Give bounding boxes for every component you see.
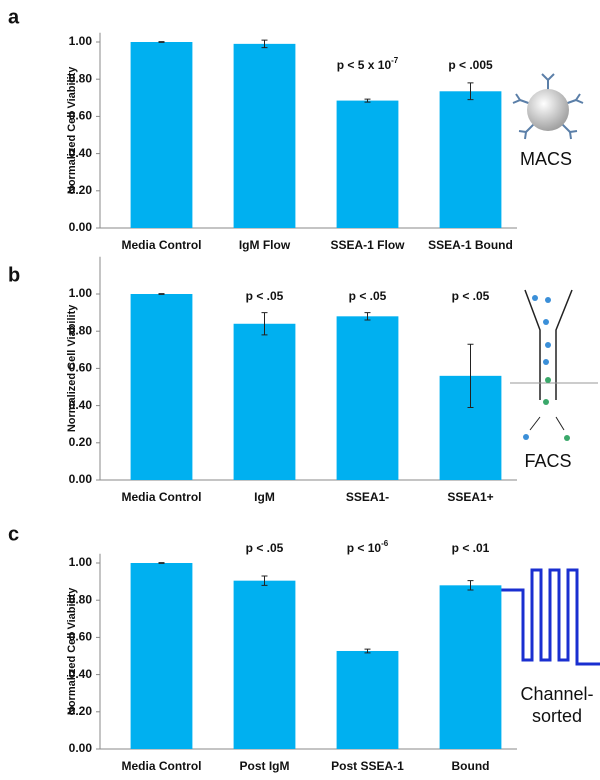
y-tick-label: 1.00 — [69, 34, 93, 48]
annotation: p < 5 x 10-7 — [337, 56, 399, 72]
annotation-text: p < .05 — [452, 289, 490, 303]
x-tick-label: SSEA1- — [346, 490, 389, 504]
annotation-sup: -7 — [391, 56, 399, 65]
annotation: p < 10-6 — [347, 539, 389, 555]
icon-label: MACS — [520, 149, 572, 169]
y-tick-label: 0.40 — [69, 667, 93, 681]
annotation: p < .05 — [246, 541, 284, 555]
x-tick-label: IgM — [254, 490, 275, 504]
x-tick-label: SSEA-1 Bound — [428, 238, 513, 252]
annotation-text: p < 10 — [347, 541, 382, 555]
annotation: p < .05 — [452, 289, 490, 303]
facs-icon — [510, 290, 598, 441]
x-tick-label: Media Control — [122, 238, 202, 252]
x-tick-label: Post IgM — [240, 759, 290, 773]
panel-label: a — [8, 6, 20, 28]
y-tick-label: 1.00 — [69, 555, 93, 569]
y-tick-label: 0.00 — [69, 472, 93, 486]
error-bar — [159, 563, 165, 564]
x-tick-label: Bound — [452, 759, 490, 773]
y-tick-label: 1.00 — [69, 286, 93, 300]
annotation: p < .05 — [349, 289, 387, 303]
annotation: p < .005 — [448, 58, 493, 72]
bar — [131, 294, 193, 480]
channel-icon — [497, 570, 600, 664]
annotation-text: p < .05 — [246, 541, 284, 555]
y-tick-label: 0.60 — [69, 630, 93, 644]
annotation-text: p < .005 — [448, 58, 493, 72]
bar — [131, 42, 193, 228]
annotation-text: p < .01 — [452, 541, 490, 555]
bar — [234, 324, 296, 480]
macs-bead — [527, 89, 569, 131]
bar — [440, 585, 502, 749]
x-tick-label: IgM Flow — [239, 238, 291, 252]
y-tick-label: 0.40 — [69, 146, 93, 160]
icon-label: sorted — [532, 706, 582, 726]
x-tick-label: Media Control — [122, 759, 202, 773]
panel-label: c — [8, 523, 19, 545]
bar — [337, 101, 399, 228]
y-tick-label: 0.60 — [69, 109, 93, 123]
x-tick-label: SSEA1+ — [447, 490, 493, 504]
y-tick-label: 0.00 — [69, 220, 93, 234]
icon-label: FACS — [524, 451, 571, 471]
y-tick-label: 0.80 — [69, 592, 93, 606]
panel-label: b — [8, 264, 20, 286]
bar — [234, 581, 296, 749]
icon-label: Channel- — [520, 684, 593, 704]
bar — [440, 91, 502, 228]
error-bar — [159, 42, 165, 43]
annotation: p < .01 — [452, 541, 490, 555]
annotation-text: p < .05 — [246, 289, 284, 303]
y-tick-label: 0.80 — [69, 71, 93, 85]
annotation-text: p < .05 — [349, 289, 387, 303]
y-tick-label: 0.00 — [69, 741, 93, 755]
y-tick-label: 0.20 — [69, 183, 93, 197]
error-bar — [159, 294, 165, 295]
y-tick-label: 0.80 — [69, 323, 93, 337]
bar — [337, 316, 399, 480]
annotation-text: p < 5 x 10 — [337, 58, 392, 72]
y-tick-label: 0.20 — [69, 704, 93, 718]
x-tick-label: SSEA-1 Flow — [330, 238, 405, 252]
annotation: p < .05 — [246, 289, 284, 303]
y-tick-label: 0.20 — [69, 435, 93, 449]
x-tick-label: Media Control — [122, 490, 202, 504]
bar — [337, 651, 399, 749]
bar — [131, 563, 193, 749]
annotation-sup: -6 — [381, 539, 389, 548]
bar — [234, 44, 296, 228]
figure: aNormalized Cell Viability0.000.200.400.… — [0, 0, 600, 775]
y-tick-label: 0.60 — [69, 361, 93, 375]
y-tick-label: 0.40 — [69, 398, 93, 412]
x-tick-label: Post SSEA-1 — [331, 759, 404, 773]
